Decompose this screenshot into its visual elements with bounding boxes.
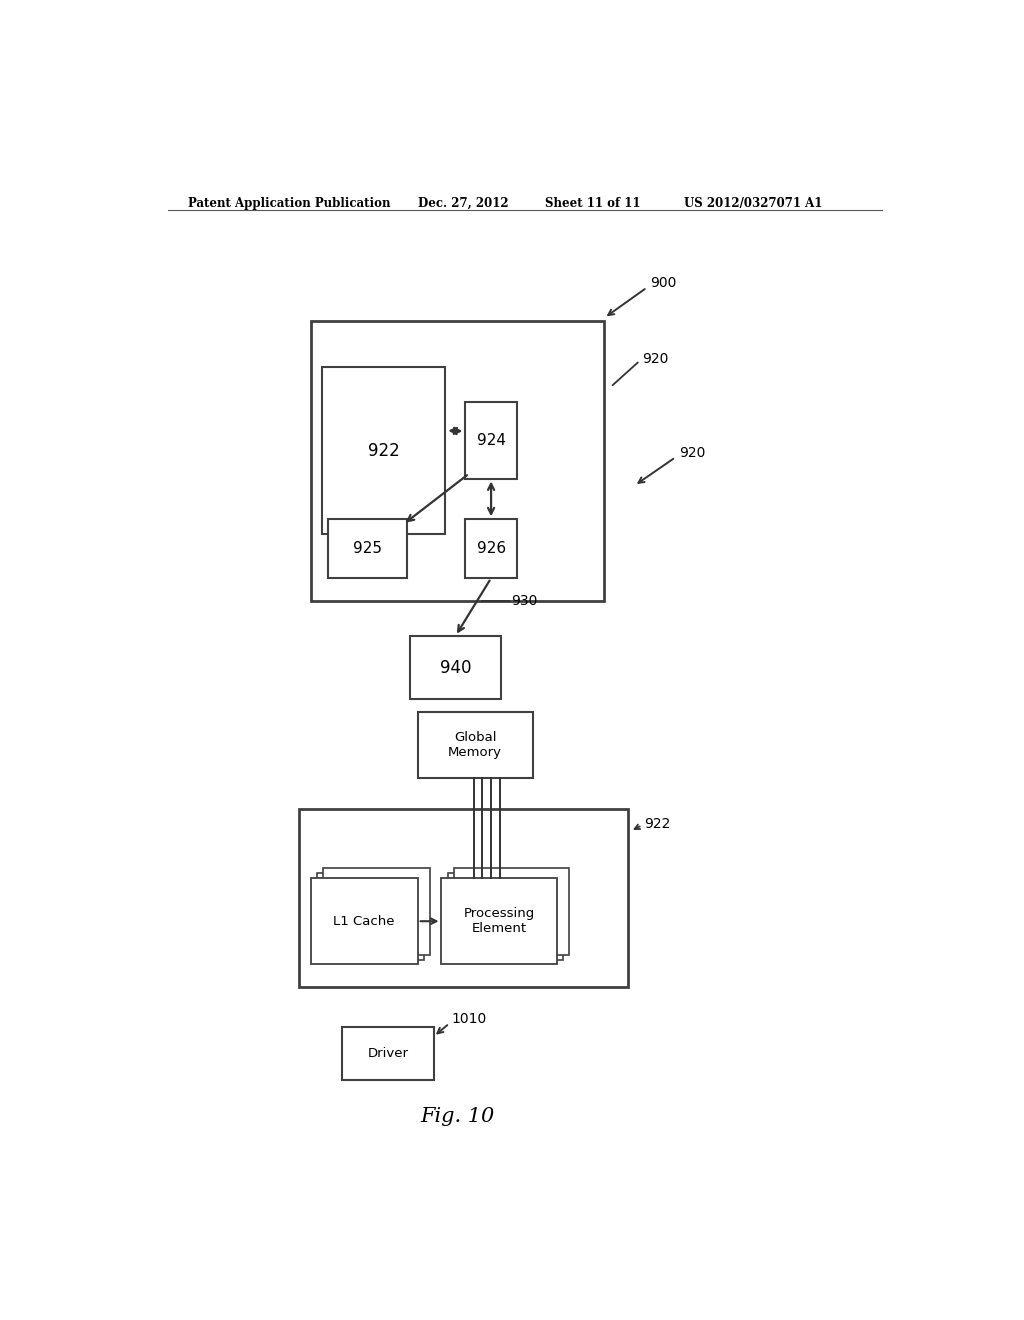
Text: Global
Memory: Global Memory bbox=[449, 731, 502, 759]
FancyBboxPatch shape bbox=[324, 869, 430, 954]
FancyBboxPatch shape bbox=[316, 873, 424, 960]
Text: 925: 925 bbox=[353, 541, 382, 556]
Text: 924: 924 bbox=[476, 433, 506, 447]
FancyBboxPatch shape bbox=[465, 403, 517, 479]
FancyBboxPatch shape bbox=[299, 809, 628, 987]
Text: 926: 926 bbox=[476, 541, 506, 556]
Text: Fig. 10: Fig. 10 bbox=[420, 1106, 495, 1126]
FancyBboxPatch shape bbox=[418, 713, 532, 779]
FancyBboxPatch shape bbox=[465, 519, 517, 578]
Text: Patent Application Publication: Patent Application Publication bbox=[187, 197, 390, 210]
Text: 1010: 1010 bbox=[452, 1012, 487, 1026]
Text: 920: 920 bbox=[642, 351, 669, 366]
Text: Sheet 11 of 11: Sheet 11 of 11 bbox=[545, 197, 640, 210]
FancyBboxPatch shape bbox=[447, 873, 563, 960]
Text: L1 Cache: L1 Cache bbox=[334, 915, 395, 928]
FancyBboxPatch shape bbox=[310, 878, 418, 965]
Text: 940: 940 bbox=[439, 659, 471, 677]
FancyBboxPatch shape bbox=[441, 878, 557, 965]
FancyBboxPatch shape bbox=[455, 869, 569, 954]
FancyBboxPatch shape bbox=[310, 321, 604, 601]
Text: 900: 900 bbox=[650, 276, 677, 290]
Text: 922: 922 bbox=[644, 817, 671, 832]
FancyBboxPatch shape bbox=[323, 367, 445, 535]
Text: Dec. 27, 2012: Dec. 27, 2012 bbox=[418, 197, 508, 210]
Text: Driver: Driver bbox=[368, 1047, 409, 1060]
Text: Fig. 9: Fig. 9 bbox=[419, 718, 480, 737]
Text: Processing
Element: Processing Element bbox=[464, 907, 535, 935]
FancyBboxPatch shape bbox=[410, 636, 501, 700]
Text: 930: 930 bbox=[511, 594, 538, 607]
Text: 920: 920 bbox=[680, 446, 706, 461]
FancyBboxPatch shape bbox=[342, 1027, 433, 1080]
Text: 922: 922 bbox=[368, 442, 399, 459]
FancyBboxPatch shape bbox=[328, 519, 408, 578]
Text: US 2012/0327071 A1: US 2012/0327071 A1 bbox=[684, 197, 822, 210]
